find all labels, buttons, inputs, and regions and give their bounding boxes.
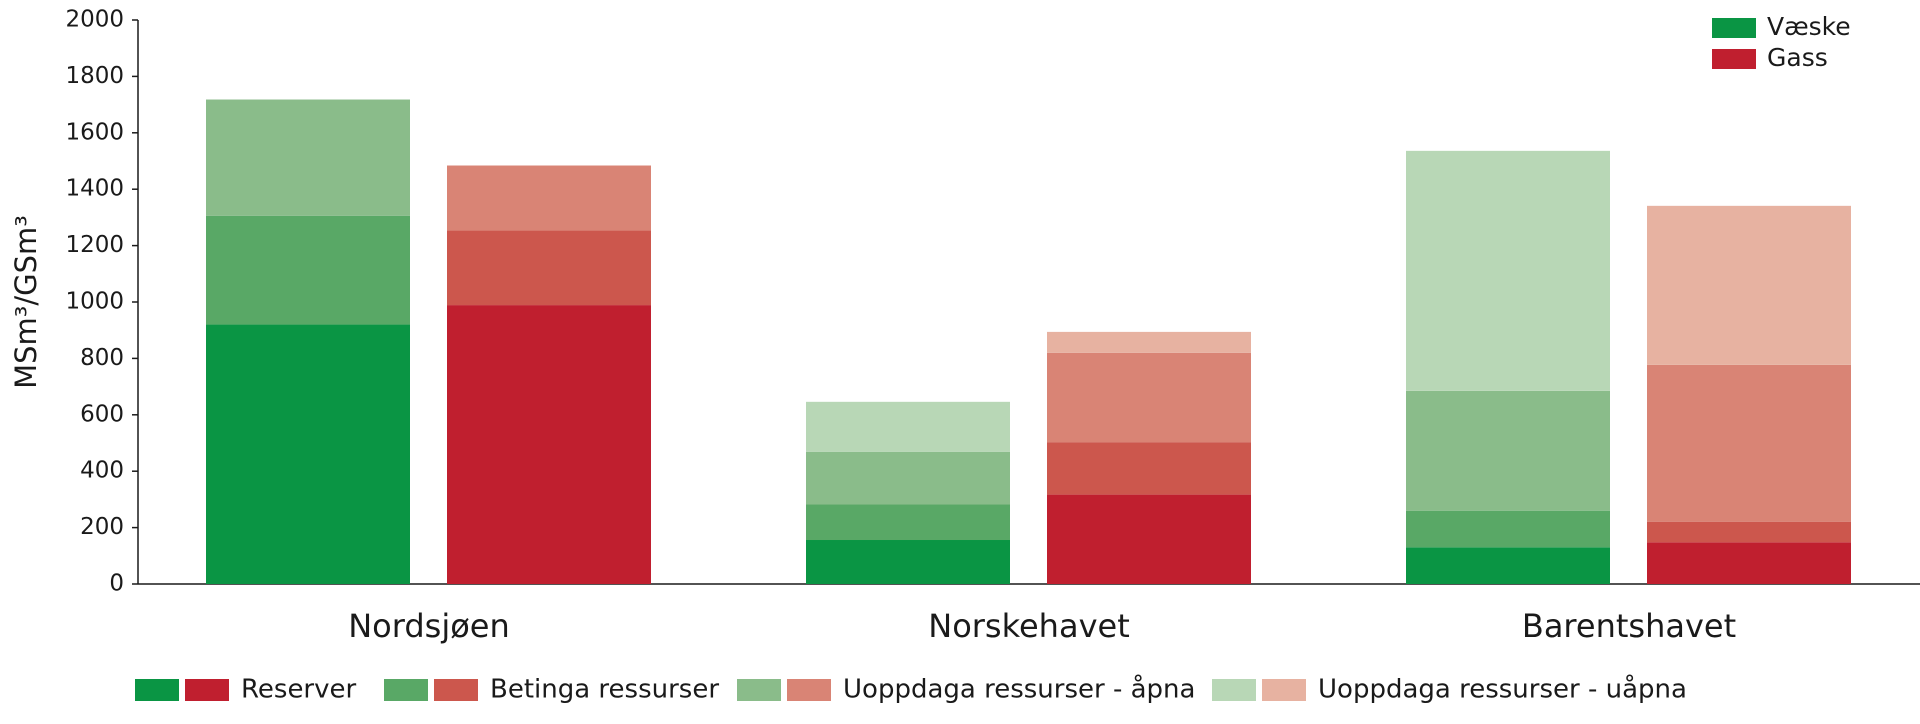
- legend-label: Gass: [1767, 43, 1828, 72]
- x-tick-label: Barentshavet: [1522, 607, 1736, 645]
- bar-segment: [806, 504, 1010, 541]
- bar-segment: [1047, 331, 1251, 353]
- x-tick-label: Nordsjøen: [348, 607, 510, 645]
- y-tick-label: 1200: [65, 232, 124, 258]
- legend-swatch: [135, 679, 179, 701]
- legend-label: Væske: [1767, 12, 1851, 41]
- y-tick-label: 1400: [65, 176, 124, 202]
- y-axis-label: MSm³/GSm³: [9, 215, 43, 389]
- y-tick-label: 600: [80, 401, 124, 427]
- bar-segment: [806, 540, 1010, 584]
- legend-swatch: [1212, 679, 1256, 701]
- y-tick-label: 1600: [65, 119, 124, 145]
- legend-swatch: [787, 679, 831, 701]
- bar-segment: [806, 451, 1010, 505]
- bar-segment: [206, 215, 410, 325]
- bar-segment: [206, 324, 410, 584]
- legend-swatch: [1712, 49, 1756, 69]
- bar-segment: [1647, 205, 1851, 365]
- legend-swatch: [384, 679, 428, 701]
- bar-segment: [206, 99, 410, 216]
- y-tick-label: 2000: [65, 7, 124, 33]
- legend-swatch: [1262, 679, 1306, 701]
- bar-segment: [447, 165, 651, 231]
- bar-segment: [806, 401, 1010, 452]
- legend-swatch: [737, 679, 781, 701]
- bar-segment: [1047, 352, 1251, 443]
- bar-segment: [1647, 521, 1851, 543]
- y-tick-label: 1000: [65, 289, 124, 315]
- bar-segment: [1047, 494, 1251, 584]
- y-tick-label: 400: [80, 458, 124, 484]
- legend-swatch: [185, 679, 229, 701]
- y-tick-label: 200: [80, 514, 124, 540]
- legend-label: Uoppdaga ressurser - åpna: [843, 674, 1195, 705]
- bar-segment: [1047, 442, 1251, 495]
- y-tick-label: 1800: [65, 63, 124, 89]
- bar-segment: [447, 305, 651, 584]
- y-tick-label: 800: [80, 345, 124, 371]
- bar-segment: [1406, 150, 1610, 391]
- bar-segment: [447, 230, 651, 306]
- legend-label: Betinga ressurser: [490, 675, 719, 705]
- legend-label: Uoppdaga ressurser - uåpna: [1318, 674, 1687, 705]
- legend-swatch: [1712, 18, 1756, 38]
- bar-segment: [1406, 547, 1610, 584]
- bar-segment: [1647, 542, 1851, 584]
- legend-swatch: [434, 679, 478, 701]
- legend-label: Reserver: [241, 675, 357, 705]
- bar-segment: [1406, 510, 1610, 548]
- x-tick-label: Norskehavet: [928, 607, 1129, 645]
- bar-segment: [1647, 364, 1851, 522]
- bar-segment: [1406, 390, 1610, 511]
- y-tick-label: 0: [109, 571, 124, 597]
